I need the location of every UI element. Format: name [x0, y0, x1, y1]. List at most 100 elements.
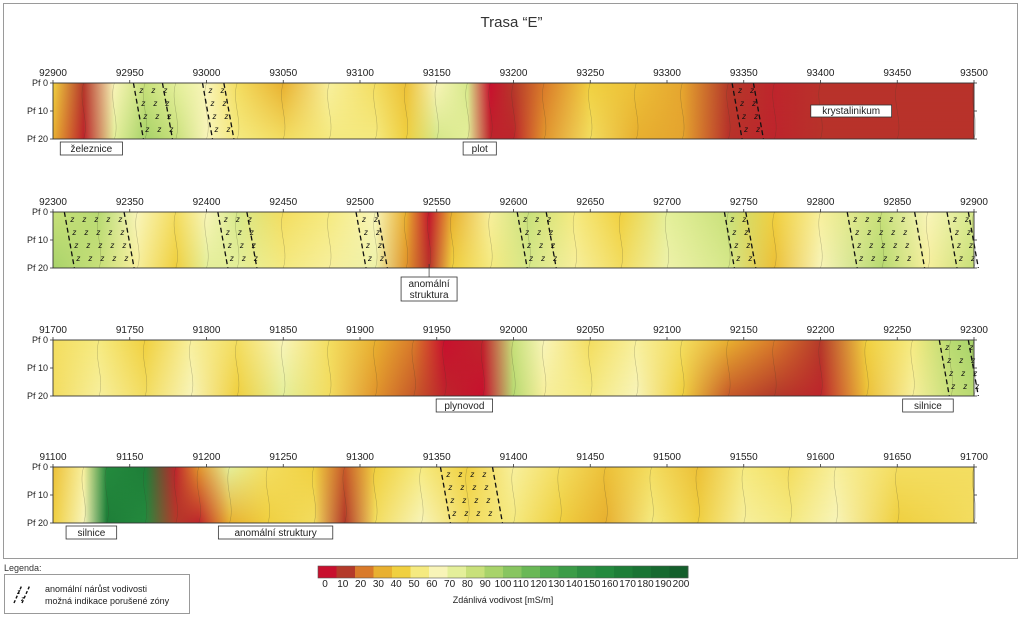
fault-zone-mark: z: [156, 125, 161, 134]
fault-zone-mark: z: [253, 254, 258, 263]
fault-zone-mark: z: [880, 241, 885, 250]
contour-line: [327, 82, 332, 140]
contour-line: [772, 339, 777, 397]
fault-zone-mark: z: [123, 254, 128, 263]
x-tick-label: 92100: [653, 325, 681, 336]
x-tick-label: 92500: [346, 197, 374, 208]
fault-zone-mark: z: [481, 470, 486, 479]
contour-line: [373, 466, 378, 524]
fault-zone-mark: z: [858, 254, 863, 263]
x-tick-label: 91700: [39, 325, 67, 336]
fault-zone-1: z z zz z zz z zz z z: [132, 82, 174, 140]
fault-line: [161, 82, 174, 140]
contour-line: [427, 211, 432, 269]
fault-zone-mark: z: [363, 228, 368, 237]
contour-line: [97, 339, 101, 397]
contour-line: [511, 82, 516, 140]
colorbar-swatch: [558, 566, 578, 578]
fault-zone-mark: z: [743, 228, 748, 237]
fault-zone-mark: z: [870, 254, 875, 263]
fault-zone-mark: z: [972, 369, 977, 378]
x-tick-label: 92550: [423, 197, 451, 208]
fault-zone-mark: z: [99, 254, 104, 263]
fault-zone-mark: z: [117, 215, 122, 224]
y-tick-label: Pf 10: [27, 106, 48, 116]
fault-zone-mark: z: [224, 112, 229, 121]
contour-line: [895, 466, 900, 524]
fault-zone-mark: z: [73, 241, 78, 250]
colorbar-swatch: [447, 566, 467, 578]
contour-line: [312, 466, 316, 524]
heatmap-top-layer: [53, 340, 974, 396]
fault-zone-mark: z: [87, 254, 92, 263]
fault-zone-mark: z: [85, 241, 90, 250]
heatmap-top-layer: [53, 212, 974, 268]
contour-line: [135, 211, 140, 269]
x-tick-label: 93200: [500, 68, 528, 79]
fault-zone-mark: z: [361, 215, 366, 224]
fault-zone-mark: z: [222, 99, 227, 108]
annotation-label: silnice: [914, 401, 942, 412]
fault-line: [132, 82, 145, 140]
contour-line: [450, 211, 455, 269]
fault-zone-mark: z: [528, 254, 533, 263]
colorbar-tick-label: 90: [480, 579, 492, 590]
x-tick-label: 93150: [423, 68, 451, 79]
contour-line: [265, 466, 270, 524]
fault-zone-mark: z: [755, 125, 760, 134]
contour-line: [173, 82, 178, 140]
contour-line: [327, 339, 332, 397]
colorbar-tick-label: 60: [426, 579, 438, 590]
y-tick-label: Pf 10: [27, 490, 48, 500]
x-tick-label: 91550: [730, 452, 758, 463]
figure-frame: [3, 3, 1018, 559]
fault-zone-1: z z zz z zz z zz z z: [938, 339, 979, 397]
fault-zone-mark: z: [373, 215, 378, 224]
contour-line: [680, 82, 685, 140]
contour-line: [281, 211, 286, 269]
fault-zone-mark: z: [751, 99, 756, 108]
fault-zone-mark: z: [225, 228, 230, 237]
legend-text-line-1: anomální nárůst vodivosti: [45, 584, 148, 594]
fault-zone-mark: z: [882, 254, 887, 263]
fault-zone-mark: z: [894, 254, 899, 263]
fault-zone-mark: z: [227, 241, 232, 250]
contour-line: [173, 211, 178, 269]
fault-zone-mark: z: [966, 228, 971, 237]
fault-zone-mark: z: [95, 228, 100, 237]
fault-zone-mark: z: [97, 241, 102, 250]
contour-line: [143, 466, 148, 524]
fault-zone-mark: z: [162, 86, 167, 95]
contour-line: [411, 339, 416, 397]
x-tick-label: 92200: [807, 325, 835, 336]
svg-text:z: z: [20, 596, 25, 603]
contour-line: [488, 82, 493, 140]
colorbar-tick-label: 30: [373, 579, 385, 590]
x-tick-label: 93000: [193, 68, 221, 79]
fault-zone-mark: z: [958, 356, 963, 365]
fault-line: [217, 211, 229, 269]
legend-heading: Legenda:: [4, 563, 42, 573]
x-tick-label: 91300: [346, 452, 374, 463]
fault-zone-mark: z: [69, 215, 74, 224]
contour-line: [434, 82, 439, 140]
contour-line: [196, 466, 201, 524]
annotation-box: [462, 141, 497, 156]
contour-line: [557, 466, 562, 524]
colorbar-swatch: [595, 566, 615, 578]
svg-text:z: z: [16, 589, 21, 596]
x-tick-label: 91900: [346, 325, 374, 336]
fault-zone-mark: z: [214, 125, 219, 134]
contour-line: [281, 82, 286, 140]
colorbar-tick-label: 110: [513, 579, 529, 590]
fault-zone-mark: z: [249, 228, 254, 237]
fault-line: [752, 82, 765, 140]
x-tick-label: 93350: [730, 68, 758, 79]
annotation-label: anomální: [409, 279, 450, 290]
contour-line: [143, 82, 148, 140]
fault-zone-mark: z: [144, 125, 149, 134]
x-tick-label: 91150: [116, 452, 144, 463]
fault-zone-mark: z: [952, 215, 957, 224]
